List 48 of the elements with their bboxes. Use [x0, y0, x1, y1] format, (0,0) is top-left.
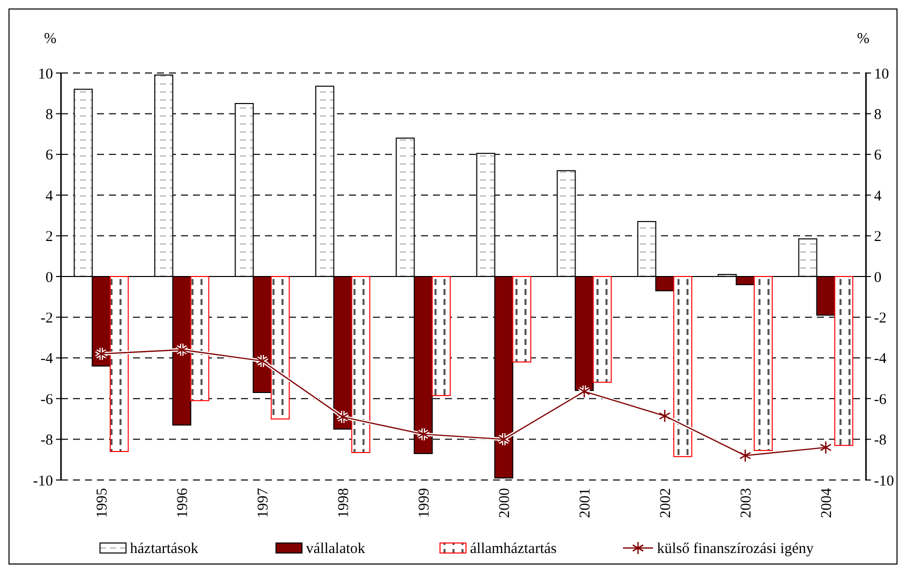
bar [673, 276, 692, 458]
y-tick-label: -4 [40, 351, 54, 368]
y-tick-label: -8 [40, 432, 53, 449]
x-tick-label: 1998 [336, 488, 352, 518]
y2-tick-label: -8 [874, 432, 886, 449]
bar [110, 276, 129, 452]
y2-tick-label: -2 [874, 310, 886, 326]
y-tick-label: 8 [46, 106, 53, 123]
y-tick-label: -10 [33, 473, 53, 490]
y2-tick-label: 4 [874, 188, 882, 204]
x-tick-label: 2002 [658, 488, 674, 518]
y-tick-label: 0 [46, 270, 53, 286]
y-tick-label: 2 [46, 229, 53, 246]
y2-tick-label: -4 [874, 351, 887, 368]
x-tick-label: 1999 [416, 488, 432, 518]
bar [351, 276, 370, 454]
legend-label: háztartások [130, 541, 199, 557]
legend-label: államháztartás [470, 541, 557, 557]
x-tick-label: 1997 [256, 488, 272, 518]
y2-tick-label: 0 [874, 270, 882, 286]
y-tick-label: -6 [40, 392, 54, 408]
x-tick-label: 2001 [578, 488, 594, 518]
y2-axis-title: % [857, 31, 870, 47]
x-tick-label: 1995 [94, 488, 110, 518]
bar [270, 276, 290, 420]
legend-label: külső finanszírozási igény [657, 541, 814, 557]
bar [834, 276, 854, 446]
y-tick-label: -2 [40, 310, 53, 326]
bar [512, 276, 532, 362]
y2-tick-label: -6 [874, 392, 887, 408]
bar [592, 276, 612, 383]
bar [432, 276, 451, 396]
y2-tick-label: 6 [874, 148, 882, 164]
y2-tick-label: 8 [874, 106, 882, 123]
x-tick-label: 2000 [497, 488, 513, 518]
y-tick-label: 10 [38, 66, 53, 82]
x-tick-label: 2004 [819, 488, 835, 518]
y-axis-title: % [44, 31, 56, 47]
legend-label: vállalatok [306, 541, 366, 557]
y-tick-label: 4 [46, 188, 54, 204]
y2-tick-label: -10 [874, 473, 894, 490]
y2-tick-label: 10 [874, 66, 889, 82]
y2-tick-label: 2 [874, 229, 882, 246]
x-tick-label: 2003 [738, 488, 754, 518]
x-tick-label: 1996 [175, 488, 191, 518]
bar [190, 276, 210, 402]
bar [754, 276, 773, 451]
y-tick-label: 6 [46, 148, 54, 164]
